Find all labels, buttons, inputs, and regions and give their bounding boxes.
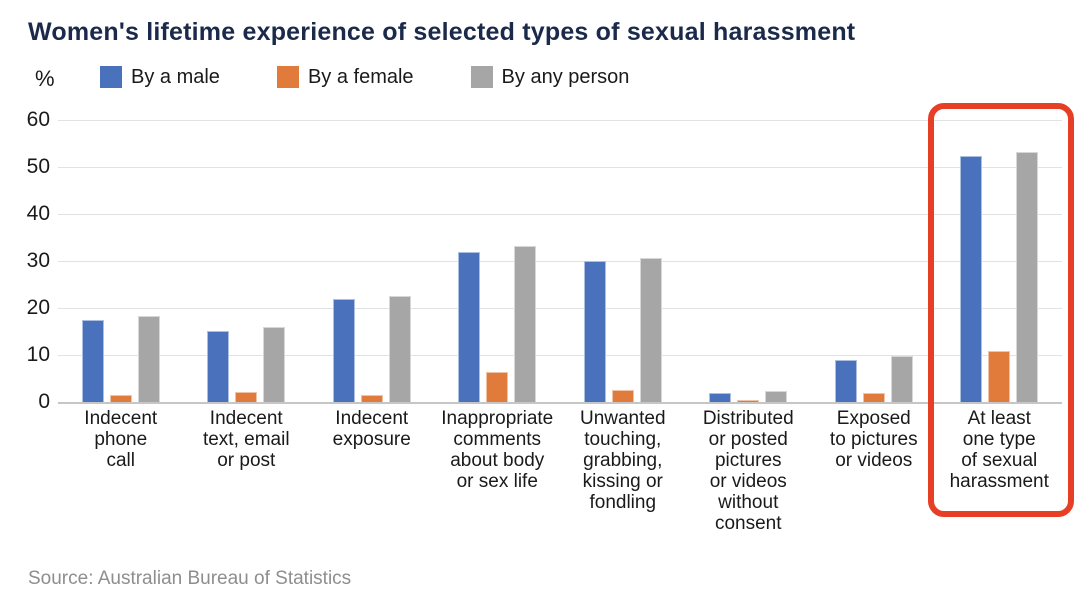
gridline [58, 261, 1062, 262]
legend-item: By any person [470, 65, 630, 89]
bar [960, 155, 983, 402]
bar [583, 261, 606, 402]
gridline [58, 214, 1062, 215]
bar [207, 331, 230, 402]
legend-label: By any person [501, 65, 630, 88]
bar [235, 391, 258, 402]
x-axis-category-label: Indecent phone call [84, 408, 158, 471]
bar [988, 351, 1011, 402]
chart-title: Women's lifetime experience of selected … [28, 18, 856, 46]
gridline [58, 120, 1062, 121]
bar [332, 298, 355, 402]
bar-group [435, 120, 561, 402]
bar-group [184, 120, 310, 402]
highlight-annotation-box [928, 103, 1074, 517]
bar [360, 395, 383, 402]
x-axis-category-label: Indecent text, email or post [202, 408, 290, 471]
gridline [58, 167, 1062, 168]
legend: By a male By a female By any person [100, 64, 629, 90]
x-axis-category-label: Distributed or posted pictures or videos… [702, 408, 794, 534]
bar [862, 393, 885, 402]
plot-area [58, 120, 1062, 404]
x-axis-category-label: Unwanted touching, grabbing, kissing or … [579, 408, 666, 513]
bar [388, 296, 411, 402]
bar [81, 319, 104, 402]
legend-swatch-icon [470, 66, 493, 88]
bar [765, 391, 788, 402]
bar [137, 316, 160, 402]
x-axis-category-label: At least one type of sexual harassment [949, 408, 1049, 492]
legend-swatch-icon [276, 66, 299, 88]
gridline [58, 308, 1062, 309]
legend-label: By a female [307, 65, 414, 88]
bar [890, 356, 913, 402]
y-axis-unit-label: % [35, 66, 55, 91]
bar [639, 258, 662, 402]
bar [458, 251, 481, 402]
bar [1016, 151, 1039, 402]
bar [263, 327, 286, 402]
bar [514, 245, 537, 402]
y-axis-tick-labels: 0 10 20 30 40 50 60 [0, 109, 50, 413]
bar-group [309, 120, 435, 402]
source-attribution: Source: Australian Bureau of Statistics [28, 568, 352, 589]
bar [834, 360, 857, 402]
legend-swatch-icon [100, 66, 122, 88]
bar [709, 392, 732, 402]
y-axis-tick-label: 60 [26, 108, 50, 131]
x-axis-category-label: Indecent exposure [332, 408, 411, 450]
bar [486, 372, 509, 402]
bar-group [811, 120, 937, 402]
bar [611, 390, 634, 402]
legend-item: By a male [100, 66, 220, 89]
bar-group [560, 120, 686, 402]
x-axis-category-label: Exposed to pictures or videos [829, 408, 918, 471]
legend-label: By a male [131, 65, 220, 88]
bar [109, 394, 132, 402]
y-axis-tick-label: 20 [26, 296, 50, 319]
y-axis-tick-label: 0 [38, 390, 50, 413]
bar-group [686, 120, 812, 402]
x-axis-category-labels: Indecent phone call Indecent text, email … [58, 408, 1062, 534]
x-axis-category-label: Inappropriate comments about body or sex… [441, 408, 554, 492]
gridline [58, 355, 1062, 356]
y-axis-tick-label: 10 [26, 343, 50, 366]
bar-group [937, 120, 1063, 402]
bar-group [58, 120, 184, 402]
legend-item: By a female [276, 65, 414, 89]
y-axis-tick-label: 30 [26, 249, 50, 272]
y-axis-tick-label: 40 [26, 202, 50, 225]
y-axis-tick-label: 50 [26, 155, 50, 178]
bar [737, 400, 760, 402]
